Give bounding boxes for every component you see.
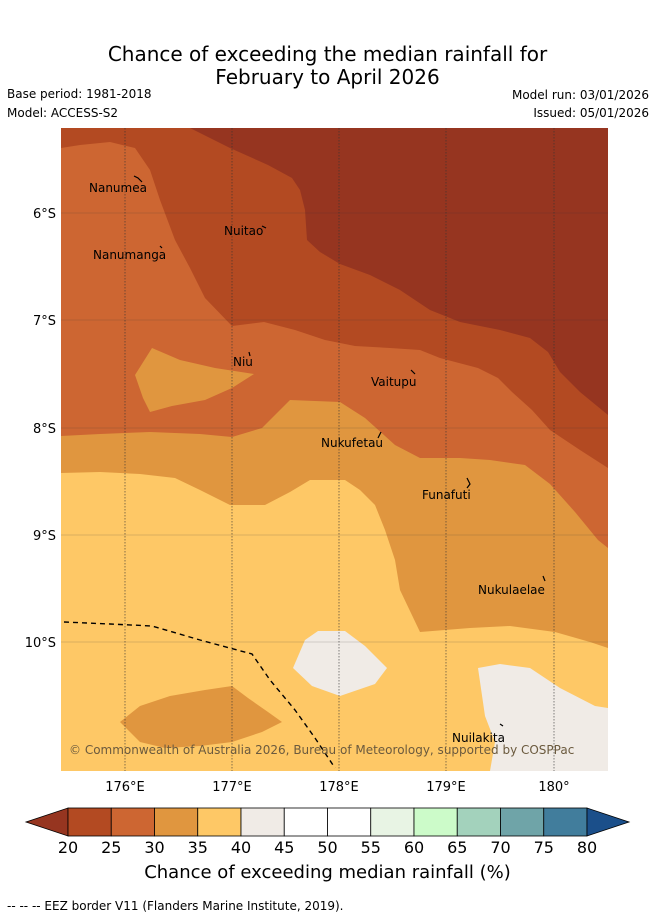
eez-legend-note: -- -- -- EEZ border V11 (Flanders Marine… <box>7 899 344 913</box>
colorbar-over-arrow <box>586 807 631 837</box>
colorbar-tick-label: 40 <box>230 838 252 857</box>
island-label-nuitao: Nuitao <box>224 224 263 238</box>
lat-label-7s: 7°S <box>33 314 56 329</box>
colorbar-tick-label: 20 <box>57 838 79 857</box>
lat-label-9s: 9°S <box>33 529 56 544</box>
copyright-notice: © Commonwealth of Australia 2026, Bureau… <box>69 743 574 757</box>
colorbar-swatch <box>456 807 501 837</box>
colorbar-swatch <box>543 807 588 837</box>
lat-label-6s: 6°S <box>33 207 56 222</box>
lat-label-8s: 8°S <box>33 422 56 437</box>
colorbar-tick-label: 70 <box>490 838 511 857</box>
colorbar-swatch <box>283 807 328 837</box>
colorbar-swatch <box>67 807 112 837</box>
colorbar-tick-label: 75 <box>533 838 554 857</box>
lon-label-176e: 176°E <box>105 780 145 795</box>
lon-label-180: 180° <box>538 780 569 795</box>
island-outlines <box>133 175 546 727</box>
map-title-line1: Chance of exceeding the median rainfall … <box>107 42 548 66</box>
island-label-nuilakita: Nuilakita <box>452 731 505 745</box>
eez-border <box>63 621 336 769</box>
base-period: Base period: 1981-2018 <box>7 87 152 101</box>
graticule <box>61 128 608 771</box>
colorbar-tick-label: 80 <box>576 838 598 857</box>
model-name: Model: ACCESS-S2 <box>7 106 119 120</box>
colorbar-tick-label: 55 <box>360 838 381 857</box>
island-label-niu: Niu <box>233 355 253 369</box>
colorbar-swatch <box>370 807 415 837</box>
zone-40-45-central <box>293 631 387 696</box>
colorbar-swatch <box>413 807 458 837</box>
colorbar-tick-label: 65 <box>447 838 468 857</box>
model-run: Model run: 03/01/2026 <box>511 88 649 102</box>
island-label-nukufetau: Nukufetau <box>321 436 383 450</box>
island-label-nanumea: Nanumea <box>89 181 147 195</box>
colorbar-tick-label: 35 <box>187 838 208 857</box>
lon-label-178e: 178°E <box>319 780 359 795</box>
lon-label-179e: 179°E <box>426 780 466 795</box>
colorbar-tick-label: 45 <box>274 838 295 857</box>
colorbar-swatch <box>327 807 372 837</box>
island-label-vaitupu: Vaitupu <box>371 375 417 389</box>
issued-date: Issued: 05/01/2026 <box>533 106 649 120</box>
colorbar-swatch <box>110 807 155 837</box>
colorbar-swatch <box>240 807 285 837</box>
colorbar-title: Chance of exceeding median rainfall (%) <box>144 862 511 883</box>
colorbar-swatch <box>500 807 545 837</box>
colorbar-swatch <box>197 807 242 837</box>
colorbar-tick-label: 60 <box>403 838 425 857</box>
island-label-nukulaelae: Nukulaelae <box>478 583 545 597</box>
zone-lower-30-35 <box>120 686 282 748</box>
colorbar-tick-label: 30 <box>144 838 165 857</box>
island-label-funafuti: Funafuti <box>422 488 471 502</box>
colorbar-swatch <box>154 807 199 837</box>
colorbar-under-arrow <box>24 807 69 837</box>
colorbar-tick-label: 25 <box>101 838 122 857</box>
colorbar <box>24 807 631 837</box>
rainfall-map: Nanumea Nuitao Nanumanga Niu Vaitupu Nuk… <box>24 128 631 837</box>
map-title-line2: February to April 2026 <box>215 65 440 89</box>
lat-label-10s: 10°S <box>25 636 56 651</box>
lon-label-177e: 177°E <box>212 780 252 795</box>
island-label-nanumanga: Nanumanga <box>93 248 166 262</box>
zone-niu-30-35 <box>135 348 254 412</box>
colorbar-tick-label: 50 <box>317 838 338 857</box>
zone-40-45-southeast <box>478 664 608 771</box>
